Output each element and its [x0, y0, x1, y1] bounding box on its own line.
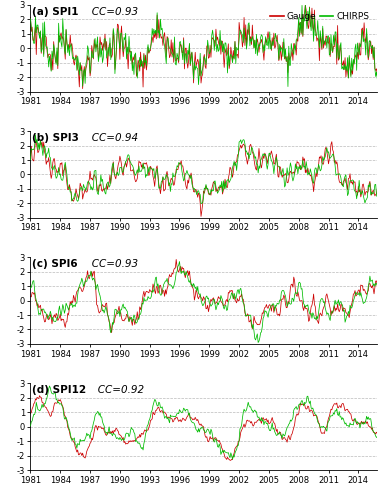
Legend: Gauge, CHIRPS: Gauge, CHIRPS — [267, 8, 373, 25]
Text: (d) SPI12: (d) SPI12 — [32, 385, 86, 395]
Text: (b) SPI3: (b) SPI3 — [32, 133, 79, 143]
Text: CC=0.93: CC=0.93 — [82, 6, 138, 16]
Text: (a) SPI1: (a) SPI1 — [32, 6, 79, 16]
Text: CC=0.92: CC=0.92 — [88, 385, 144, 395]
Text: (c) SPI6: (c) SPI6 — [32, 259, 78, 269]
Text: CC=0.94: CC=0.94 — [82, 133, 138, 143]
Text: CC=0.93: CC=0.93 — [82, 259, 138, 269]
